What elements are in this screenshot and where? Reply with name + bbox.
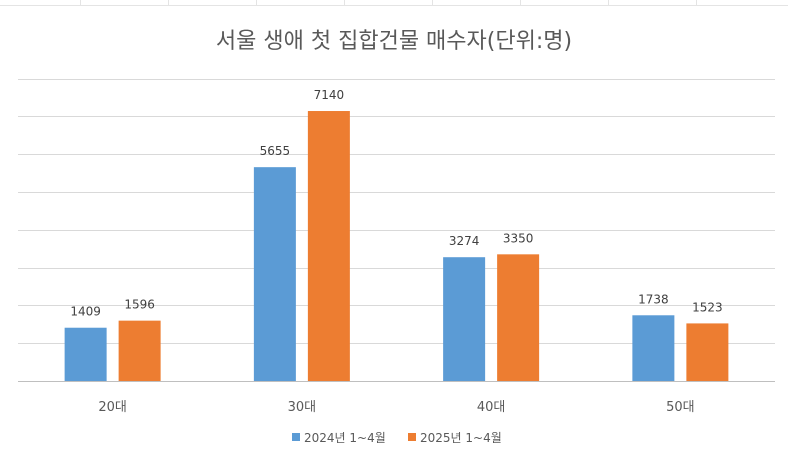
bar — [497, 254, 540, 381]
data-label: 7140 — [314, 88, 345, 102]
bar — [64, 327, 107, 381]
x-tick-label: 20대 — [98, 400, 127, 415]
data-labels: 1409 1596 5655 7140 3274 3350 1738 1523 — [70, 88, 722, 319]
bar — [632, 315, 675, 381]
bar — [253, 167, 296, 381]
x-tick-label: 40대 — [477, 400, 506, 415]
bars — [64, 111, 729, 382]
bar — [307, 111, 350, 382]
legend-label: 2025년 1~4월 — [420, 431, 502, 445]
x-tick-label: 30대 — [288, 400, 317, 415]
data-label: 5655 — [260, 144, 291, 158]
bar — [686, 323, 729, 381]
data-label: 1596 — [124, 298, 155, 312]
data-label: 1409 — [70, 305, 101, 319]
data-label: 1738 — [638, 292, 669, 306]
legend-swatch — [408, 433, 416, 441]
legend-swatch — [292, 433, 300, 441]
data-label: 3350 — [503, 231, 534, 245]
data-label: 3274 — [449, 234, 480, 248]
x-axis-labels: 20대 30대 40대 50대 — [98, 400, 694, 415]
bar — [118, 320, 161, 381]
x-tick-label: 50대 — [666, 400, 695, 415]
data-label: 1523 — [692, 300, 723, 314]
legend: 2024년 1~4월 2025년 1~4월 — [292, 431, 502, 445]
chart-title: 서울 생애 첫 집합건물 매수자(단위:명) — [216, 29, 572, 54]
legend-label: 2024년 1~4월 — [304, 431, 386, 445]
spreadsheet-cell-lines — [0, 0, 788, 6]
bar — [443, 257, 486, 381]
